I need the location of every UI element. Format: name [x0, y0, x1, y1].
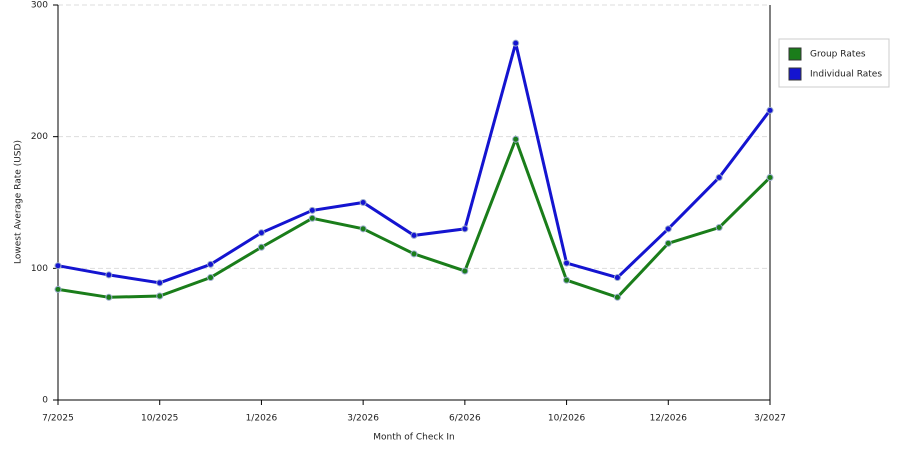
y-tick-label: 300 [31, 1, 48, 11]
x-axis-label: Month of Check In [373, 433, 455, 443]
data-point [410, 231, 418, 239]
data-point [512, 135, 520, 143]
data-point [54, 262, 62, 270]
data-point [156, 292, 164, 300]
legend-label: Individual Rates [810, 70, 882, 80]
data-point [359, 199, 367, 206]
data-point [766, 106, 774, 114]
x-tick-label: 6/2026 [449, 414, 481, 424]
data-point [613, 293, 621, 301]
data-point [308, 206, 316, 214]
data-point [105, 271, 113, 279]
legend-swatch [788, 67, 802, 81]
data-point [359, 225, 367, 233]
data-point [563, 259, 571, 267]
data-point [207, 260, 215, 268]
data-point [461, 267, 469, 275]
series-line [57, 135, 772, 300]
y-tick-label: 0 [42, 396, 48, 406]
x-tick-label: 1/2026 [246, 414, 278, 424]
legend-label: Group Rates [810, 50, 866, 60]
y-axis-label: Lowest Average Rate (USD) [14, 140, 24, 264]
x-tick-label: 10/2026 [548, 414, 586, 424]
legend-swatch [788, 47, 802, 61]
data-point [410, 250, 418, 258]
x-tick-label: 10/2025 [141, 414, 178, 424]
data-point [563, 276, 571, 284]
x-tick-label: 7/2025 [42, 414, 74, 424]
data-point [54, 285, 62, 293]
x-tick-label: 3/2027 [754, 414, 786, 424]
data-point [257, 243, 265, 251]
data-point [664, 239, 672, 247]
data-point [207, 274, 215, 282]
x-tick-label: 3/2026 [347, 414, 379, 424]
data-point [613, 274, 621, 282]
data-point [664, 225, 672, 233]
data-point [105, 293, 113, 301]
x-tick-label: 12/2026 [650, 414, 688, 424]
data-point [715, 224, 723, 232]
data-point [512, 39, 520, 47]
data-point [766, 173, 774, 181]
data-point [257, 229, 265, 237]
data-point [308, 214, 316, 222]
data-point [156, 279, 164, 287]
y-tick-label: 200 [31, 132, 48, 142]
data-point [715, 173, 723, 181]
data-point [461, 225, 469, 233]
y-tick-label: 100 [31, 264, 48, 274]
